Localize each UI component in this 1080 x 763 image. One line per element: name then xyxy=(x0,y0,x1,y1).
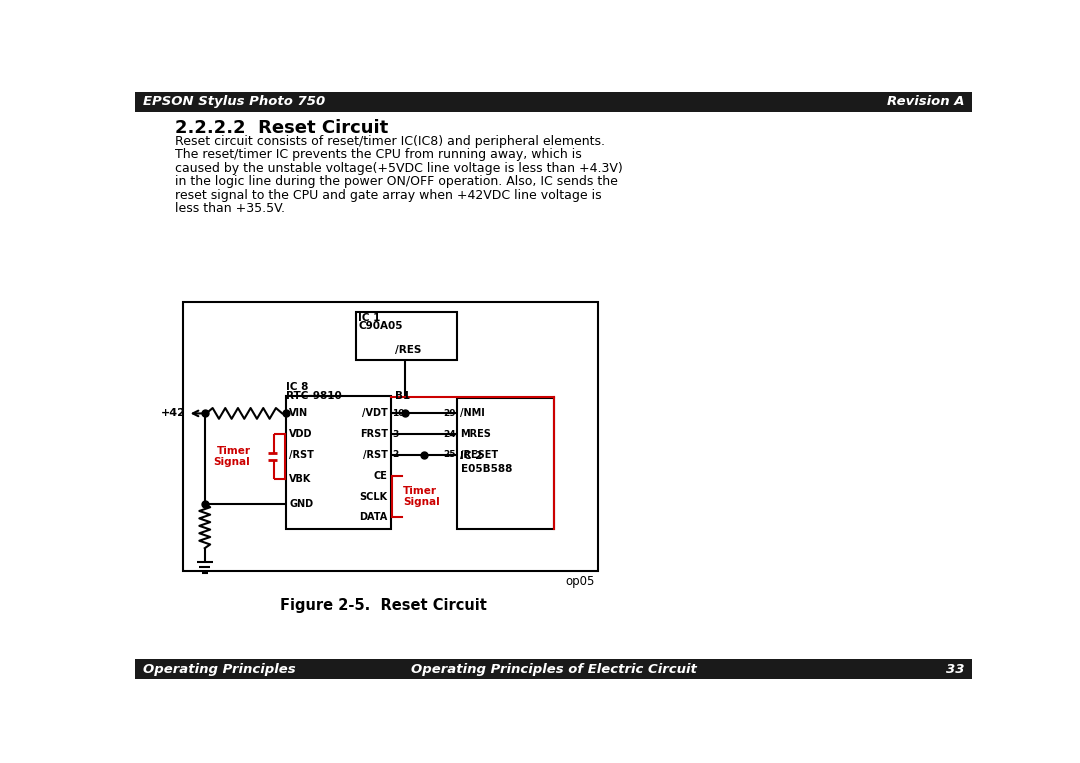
Bar xyxy=(286,396,391,529)
Text: The reset/timer IC prevents the CPU from running away, which is: The reset/timer IC prevents the CPU from… xyxy=(175,148,582,161)
Text: op05: op05 xyxy=(565,575,595,588)
Text: IC 2: IC 2 xyxy=(460,451,483,461)
Text: 10: 10 xyxy=(392,409,405,418)
Text: Revision A: Revision A xyxy=(887,95,964,108)
Text: Timer: Timer xyxy=(216,446,251,456)
Text: /RST: /RST xyxy=(363,450,388,460)
Text: Timer: Timer xyxy=(403,486,437,496)
Text: VIN: VIN xyxy=(289,408,309,418)
Bar xyxy=(457,398,554,529)
Bar xyxy=(135,92,972,111)
Text: VBK: VBK xyxy=(289,474,312,484)
Text: 29: 29 xyxy=(444,409,456,418)
Text: /RESET: /RESET xyxy=(460,450,498,460)
Text: CE: CE xyxy=(374,471,388,481)
Text: MRES: MRES xyxy=(460,430,490,439)
Text: B1: B1 xyxy=(394,391,410,401)
Text: Operating Principles: Operating Principles xyxy=(143,662,295,675)
Bar xyxy=(183,302,598,571)
Text: +42: +42 xyxy=(161,408,186,418)
Text: 3: 3 xyxy=(392,430,399,439)
Text: SCLK: SCLK xyxy=(360,491,388,501)
Bar xyxy=(356,312,457,359)
Text: 24: 24 xyxy=(444,430,456,439)
Text: /VDT: /VDT xyxy=(362,408,388,418)
Text: FRST: FRST xyxy=(360,430,388,439)
Text: IC 1: IC 1 xyxy=(359,313,380,323)
Bar xyxy=(135,659,972,679)
Text: /RES: /RES xyxy=(394,346,421,356)
Text: IC 8: IC 8 xyxy=(286,382,309,392)
Text: VDD: VDD xyxy=(289,430,313,439)
Text: C90A05: C90A05 xyxy=(359,321,403,331)
Text: 2: 2 xyxy=(392,450,399,459)
Text: Reset circuit consists of reset/timer IC(IC8) and peripheral elements.: Reset circuit consists of reset/timer IC… xyxy=(175,135,605,148)
Text: Figure 2-5.  Reset Circuit: Figure 2-5. Reset Circuit xyxy=(280,598,486,613)
Text: reset signal to the CPU and gate array when +42VDC line voltage is: reset signal to the CPU and gate array w… xyxy=(175,188,602,201)
Text: Signal: Signal xyxy=(214,457,251,467)
Text: GND: GND xyxy=(289,498,313,508)
Text: Operating Principles of Electric Circuit: Operating Principles of Electric Circuit xyxy=(410,662,697,675)
Text: less than +35.5V.: less than +35.5V. xyxy=(175,202,285,215)
Text: in the logic line during the power ON/OFF operation. Also, IC sends the: in the logic line during the power ON/OF… xyxy=(175,175,618,188)
Text: /NMI: /NMI xyxy=(460,408,485,418)
Text: /RST: /RST xyxy=(289,450,314,460)
Text: 33: 33 xyxy=(946,662,964,675)
Text: caused by the unstable voltage(+5VDC line voltage is less than +4.3V): caused by the unstable voltage(+5VDC lin… xyxy=(175,162,623,175)
Text: E05B588: E05B588 xyxy=(460,464,512,474)
Text: 2.2.2.2  Reset Circuit: 2.2.2.2 Reset Circuit xyxy=(175,118,389,137)
Text: Signal: Signal xyxy=(403,497,440,507)
Text: EPSON Stylus Photo 750: EPSON Stylus Photo 750 xyxy=(143,95,325,108)
Text: 25: 25 xyxy=(444,450,456,459)
Text: DATA: DATA xyxy=(360,513,388,523)
Text: RTC-9810: RTC-9810 xyxy=(286,391,342,401)
